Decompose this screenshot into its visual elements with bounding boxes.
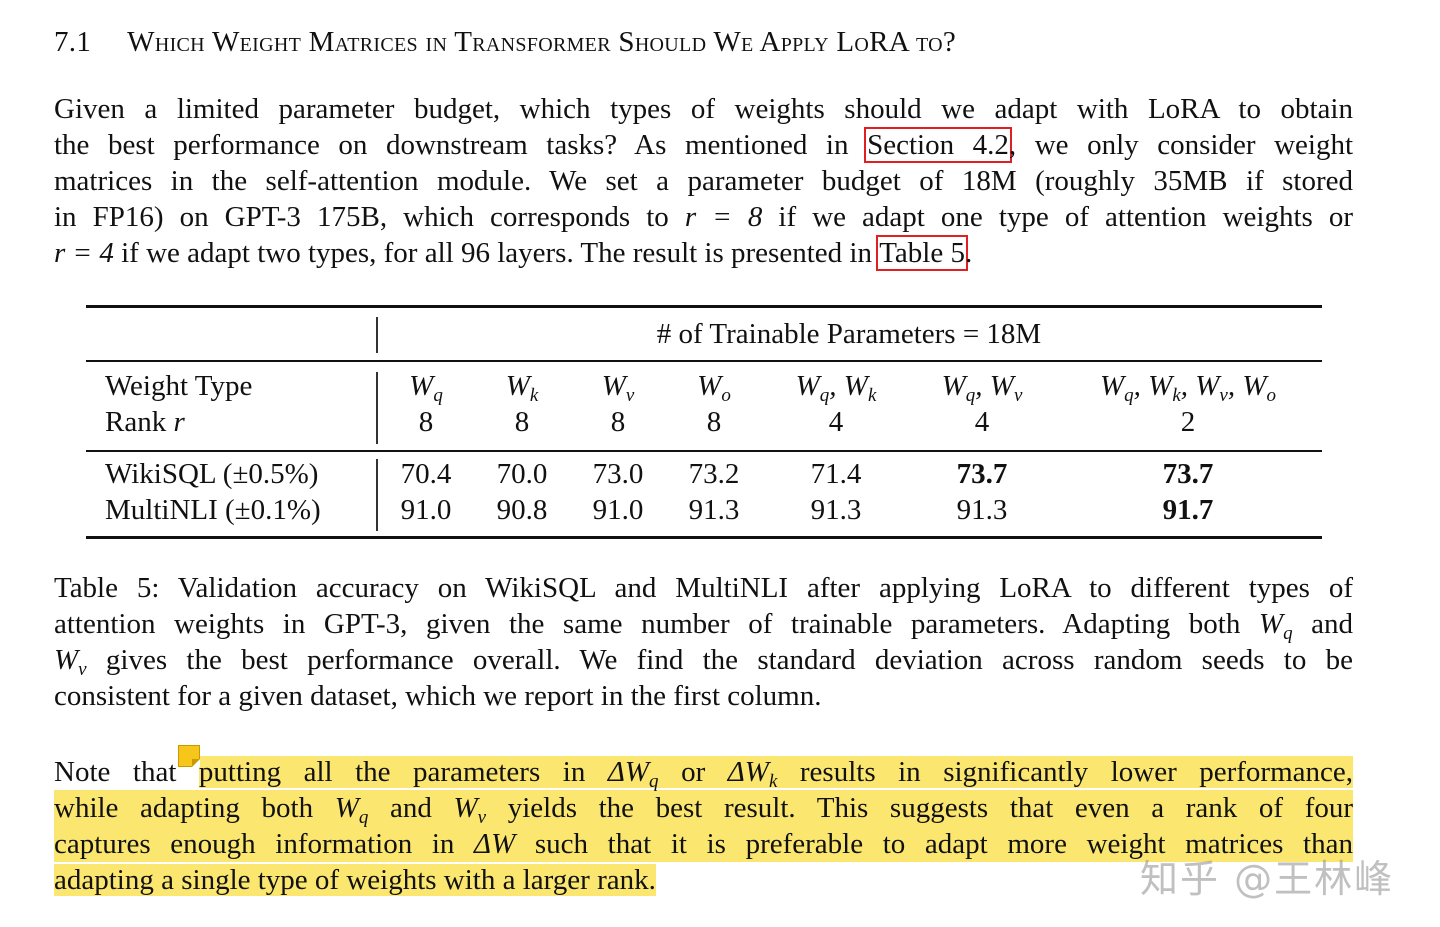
cell-r0-c1: 70.0 <box>496 458 548 490</box>
table-header-rule <box>86 360 1322 362</box>
intro-paragraph: Given a limited parameter budget, which … <box>54 91 1353 271</box>
sticky-note-icon[interactable] <box>178 745 200 767</box>
column-rank-5: 4 <box>974 406 990 438</box>
column-rank-2: 8 <box>610 406 626 438</box>
cell-r1-c5: 91.3 <box>956 494 1008 526</box>
intro-line-1: Given a limited parameter budget, which … <box>54 93 1353 125</box>
cell-r0-c4: 71.4 <box>810 458 862 490</box>
section-number: 7.1 <box>54 26 92 58</box>
intro-line-4: in FP16) on GPT-3 175B, which correspond… <box>54 201 1354 233</box>
row-label-0: WikiSQL (±0.5%) <box>105 458 319 490</box>
group-header: # of Trainable Parameters = 18M <box>656 318 1042 350</box>
weight-type-label: Weight Type <box>105 370 253 402</box>
note-line-1: Note that putting all the parameters in … <box>54 756 1354 792</box>
rank-label: Rank r <box>105 406 185 438</box>
math-r4: r = 4 <box>54 237 114 269</box>
cell-r0-c0: 70.4 <box>400 458 452 490</box>
table-mid-rule <box>86 450 1322 452</box>
column-rank-4: 4 <box>828 406 844 438</box>
row-label-1: MultiNLI (±0.1%) <box>105 494 321 526</box>
table-vbar-2 <box>376 372 378 444</box>
section-title: Which Weight Matrices in Transformer Sho… <box>127 26 957 58</box>
math-r8: r = 8 <box>684 201 763 233</box>
cell-r0-c3: 73.2 <box>688 458 740 490</box>
note-line-4: adapting a single type of weights with a… <box>54 862 1353 898</box>
table-top-rule <box>86 305 1322 308</box>
column-weight-2: Wv <box>601 370 635 406</box>
intro-line-2: the best performance on downstream tasks… <box>54 127 1354 163</box>
cell-r1-c0: 91.0 <box>400 494 452 526</box>
note-line-2[interactable]: while adapting both Wq and Wv yields the… <box>54 790 1354 828</box>
column-rank-3: 8 <box>706 406 722 438</box>
intro-line-5: r = 4 if we adapt two types, for all 96 … <box>54 235 973 271</box>
cell-r1-c2: 91.0 <box>592 494 644 526</box>
column-weight-3: Wo <box>697 370 731 406</box>
highlight-1[interactable]: putting all the parameters in ΔWq or ΔWk… <box>198 756 1354 792</box>
cell-r0-c5: 73.7 <box>956 458 1008 490</box>
highlight-4[interactable]: adapting a single type of weights with a… <box>54 864 656 896</box>
watermark: 知乎 @王林峰 <box>1140 857 1395 901</box>
cell-r1-c4: 91.3 <box>810 494 862 526</box>
column-weight-6: Wq, Wk, Wv, Wo <box>1099 370 1277 406</box>
caption-line-3: Wv gives the best performance overall. W… <box>54 644 1353 680</box>
table-caption: Table 5: Validation accuracy on WikiSQL … <box>54 570 1353 714</box>
section-link[interactable]: Section 4.2 <box>864 127 1012 163</box>
table-vbar-3 <box>376 459 378 531</box>
column-rank-6: 2 <box>1180 406 1196 438</box>
section-heading: 7.1 Which Weight Matrices in Transformer … <box>54 22 956 62</box>
cell-r0-c6: 73.7 <box>1162 458 1214 490</box>
cell-r1-c3: 91.3 <box>688 494 740 526</box>
cell-r0-c2: 73.0 <box>592 458 644 490</box>
column-weight-5: Wq, Wv <box>941 370 1023 406</box>
intro-line-3: matrices in the self-attention module. W… <box>54 165 1353 197</box>
table-vbar-1 <box>376 317 378 353</box>
column-weight-1: Wk <box>505 370 539 406</box>
results-table: # of Trainable Parameters = 18M Weight T… <box>86 305 1322 541</box>
cell-r1-c1: 90.8 <box>496 494 548 526</box>
note-line-3[interactable]: captures enough information in ΔW such t… <box>54 826 1353 862</box>
caption-line-1: Table 5: Validation accuracy on WikiSQL … <box>54 572 1353 604</box>
column-weight-0: Wq <box>409 370 443 406</box>
column-weight-4: Wq, Wk <box>795 370 877 406</box>
cell-r1-c6: 91.7 <box>1162 494 1214 526</box>
math-wv: Wv <box>54 644 87 680</box>
caption-line-2: attention weights in GPT-3, given the sa… <box>54 608 1354 644</box>
column-rank-1: 8 <box>514 406 530 438</box>
math-wq: Wq <box>1258 608 1293 644</box>
table-link[interactable]: Table 5 <box>876 235 968 271</box>
note-paragraph: Note that putting all the parameters in … <box>54 754 1354 898</box>
table-bottom-rule <box>86 536 1322 539</box>
caption-line-4: consistent for a given dataset, which we… <box>54 680 822 712</box>
column-rank-0: 8 <box>418 406 434 438</box>
